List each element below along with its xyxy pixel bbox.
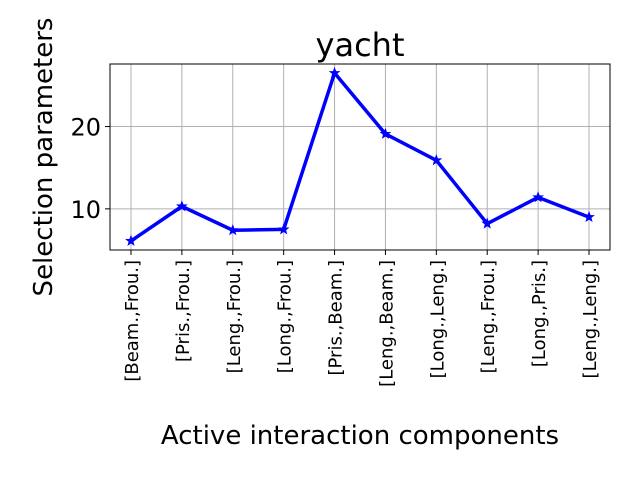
data-point-star [481,217,494,229]
x-tick-label: [Leng.,Frou.] [224,260,245,373]
x-tick-label: [Leng.,Leng.] [580,260,601,378]
x-tick-label: [Leng.,Frou.] [478,260,499,373]
data-point-star [328,66,341,79]
data-point-star [379,127,392,139]
data-point-star [176,200,188,212]
x-tick-label: [Leng.,Beam.] [376,260,397,387]
data-point-star [226,224,239,236]
y-axis-label: Selection parameters [29,18,59,297]
y-tick-label: 10 [70,196,101,224]
x-axis-label: Active interaction components [161,421,559,451]
y-tick-label: 20 [70,114,101,142]
grid-lines [110,64,610,250]
data-point-star [125,234,137,246]
data-point-star [532,191,544,203]
x-tick-label: [Long.,Pris.] [529,260,550,367]
plot-area-frame [109,63,611,251]
x-tick-label: [Long.,Frou.] [275,260,296,373]
series-line [130,71,590,243]
data-points [125,66,595,246]
x-tick-label: [Pris.,Beam.] [326,260,347,376]
data-point-star [277,223,290,235]
data-point-star [583,210,595,223]
x-tick-label: [Beam.,Frou.] [122,260,143,382]
x-axis-ticks: [Beam.,Frou.] [Pris.,Frou.] [Leng.,Frou.] [… [122,250,601,387]
series-line-layer [130,71,590,243]
x-tick-label: [Long.,Leng.] [427,260,448,378]
x-tick-label: [Pris.,Frou.] [173,260,194,362]
data-point-star [430,154,443,166]
y-axis-ticks: 10 20 [70,114,110,224]
chart-title: yacht [316,26,405,64]
